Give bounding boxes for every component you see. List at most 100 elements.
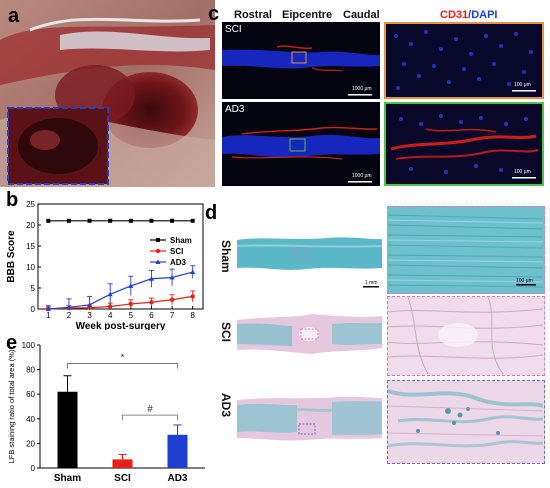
d-row-label-ad3: AD3 [219,393,233,418]
legend-label-sci: SCI [170,247,183,256]
c-scale-ad3-left: 1000 μm [352,173,372,179]
d-ad3-overview-image [237,396,382,441]
significance-mark: # [147,404,153,415]
lfb-yaxis-label: LFB staining ratio of total area (%) [7,349,16,463]
c-ad3-overview: AD3 1000 μm [222,102,380,186]
bar-sci [112,459,133,468]
significance-bracket [67,363,178,369]
series-line-ad3 [48,271,193,310]
legend-marker-ad3 [155,259,161,264]
lfb-ytick-label: 40 [26,415,35,424]
d-sci-overview-image [237,314,382,354]
panel-label-e: e [6,332,18,354]
lfb-ytick-label: 60 [26,390,35,399]
point-ad3 [107,291,113,297]
bbb-yaxis-label: BBB Score [6,230,17,283]
d-sci-overview [237,296,384,376]
point-ad3 [190,269,196,275]
bbb-ytick-label: 5 [31,284,36,293]
panel-label-a: a [8,5,20,27]
d-ad3-zoom [387,380,545,464]
surgical-photo [0,0,215,187]
point-sham [149,218,154,223]
d-ad3-overview [237,380,384,464]
c-sci-zoom-image [394,30,536,92]
bbb-xtick-label: 2 [67,311,72,320]
bbb-ytick-label: 0 [31,305,36,314]
lfb-bar-chart: 0 20 40 60 80 100 LFB staining ratio of total … [7,341,205,484]
point-ad3 [169,274,175,280]
series-line-sci [48,295,193,310]
panel-label-d: d [205,202,218,224]
lfb-category-label: Sham [54,473,81,484]
bbb-ytick-label: 25 [26,200,35,209]
bbb-xtick-label: 8 [190,311,195,320]
bbb-xtick-label: 7 [170,311,175,320]
bbb-xaxis-label: Week post-surgery [76,321,166,330]
point-ad3 [45,306,51,311]
d-sham-overview: 1 mm [236,206,384,292]
bbb-ytick-label: 15 [26,242,35,251]
point-sham [170,218,175,223]
point-sci [149,300,154,305]
c-ad3-zoom-image [390,114,539,179]
bbb-series [45,218,196,312]
d-scale-left: 1 mm [365,280,378,286]
header-caudal: Caudal [343,9,380,21]
stain-separator: / [468,9,472,21]
point-sham [190,218,195,223]
stain-legend: CD31/DAPI [440,9,497,21]
panel-label-c: c [208,3,220,25]
d-sci-zoom [387,296,545,376]
bbb-xtick-label: 4 [108,311,113,320]
bbb-xtick-label: 6 [149,311,154,320]
d-scale-right: 100 μm [516,278,533,284]
point-sham [46,218,51,223]
panel-label-b: b [6,189,19,211]
legend-marker-sham [156,238,160,242]
significance-mark: * [121,352,125,363]
lfb-ytick-label: 80 [26,366,35,375]
d-sham-overview-image [236,237,383,288]
bbb-xtick-label: 5 [129,311,134,320]
point-ad3 [128,283,134,288]
bbb-ytick-label: 10 [26,263,35,272]
d-row-label-sci: SCI [219,322,233,343]
point-sci [190,294,195,299]
d-sham-zoom-image [387,214,544,288]
point-sham [87,218,92,223]
point-sham [66,218,71,223]
legend-marker-sci [155,248,161,254]
stain-dapi: DAPI [471,9,498,21]
bbb-line-chart: 0 5 10 15 20 25 1 2 3 4 5 6 7 8 Week post-surgery BBB S… [6,200,204,330]
bbb-plot-frame [37,203,204,310]
bar-sham [57,391,78,468]
c-ad3-zoom: 100 μm [384,102,544,186]
point-sci [107,304,113,309]
lfb-category-label: AD3 [167,473,187,484]
lfb-ytick-label: 0 [31,464,36,473]
point-ad3 [66,304,72,310]
panel-a-photo: a [0,0,215,187]
c-sci-overview-image [222,45,380,96]
d-sci-zoom-image [387,296,544,375]
header-rostral: Rostral [234,9,272,21]
point-sham [128,218,133,223]
c-sci-zoom: 100 μm [384,22,544,99]
d-sham-zoom: 100 μm [387,206,545,294]
c-ad3-overview-image [222,126,380,183]
c-row-label-ad3: AD3 [225,104,245,115]
lfb-ytick-label: 100 [22,341,36,350]
legend-label-ad3: AD3 [170,258,187,267]
lfb-category-label: SCI [114,473,131,484]
c-row-label-sci: SCI [225,24,242,35]
lfb-ytick-label: 20 [26,439,35,448]
c-scale-sci-left: 1000 μm [352,86,372,92]
legend-label-sham: Sham [170,236,192,245]
c-sci-overview: SCI 1000 μm [222,22,380,99]
point-sci [169,297,175,302]
bbb-xtick-label: 1 [46,311,51,320]
bbb-legend: Sham SCI AD3 [150,236,192,267]
c-scale-sci-right: 100 μm [514,82,531,88]
c-scale-ad3-right: 100 μm [514,169,531,175]
